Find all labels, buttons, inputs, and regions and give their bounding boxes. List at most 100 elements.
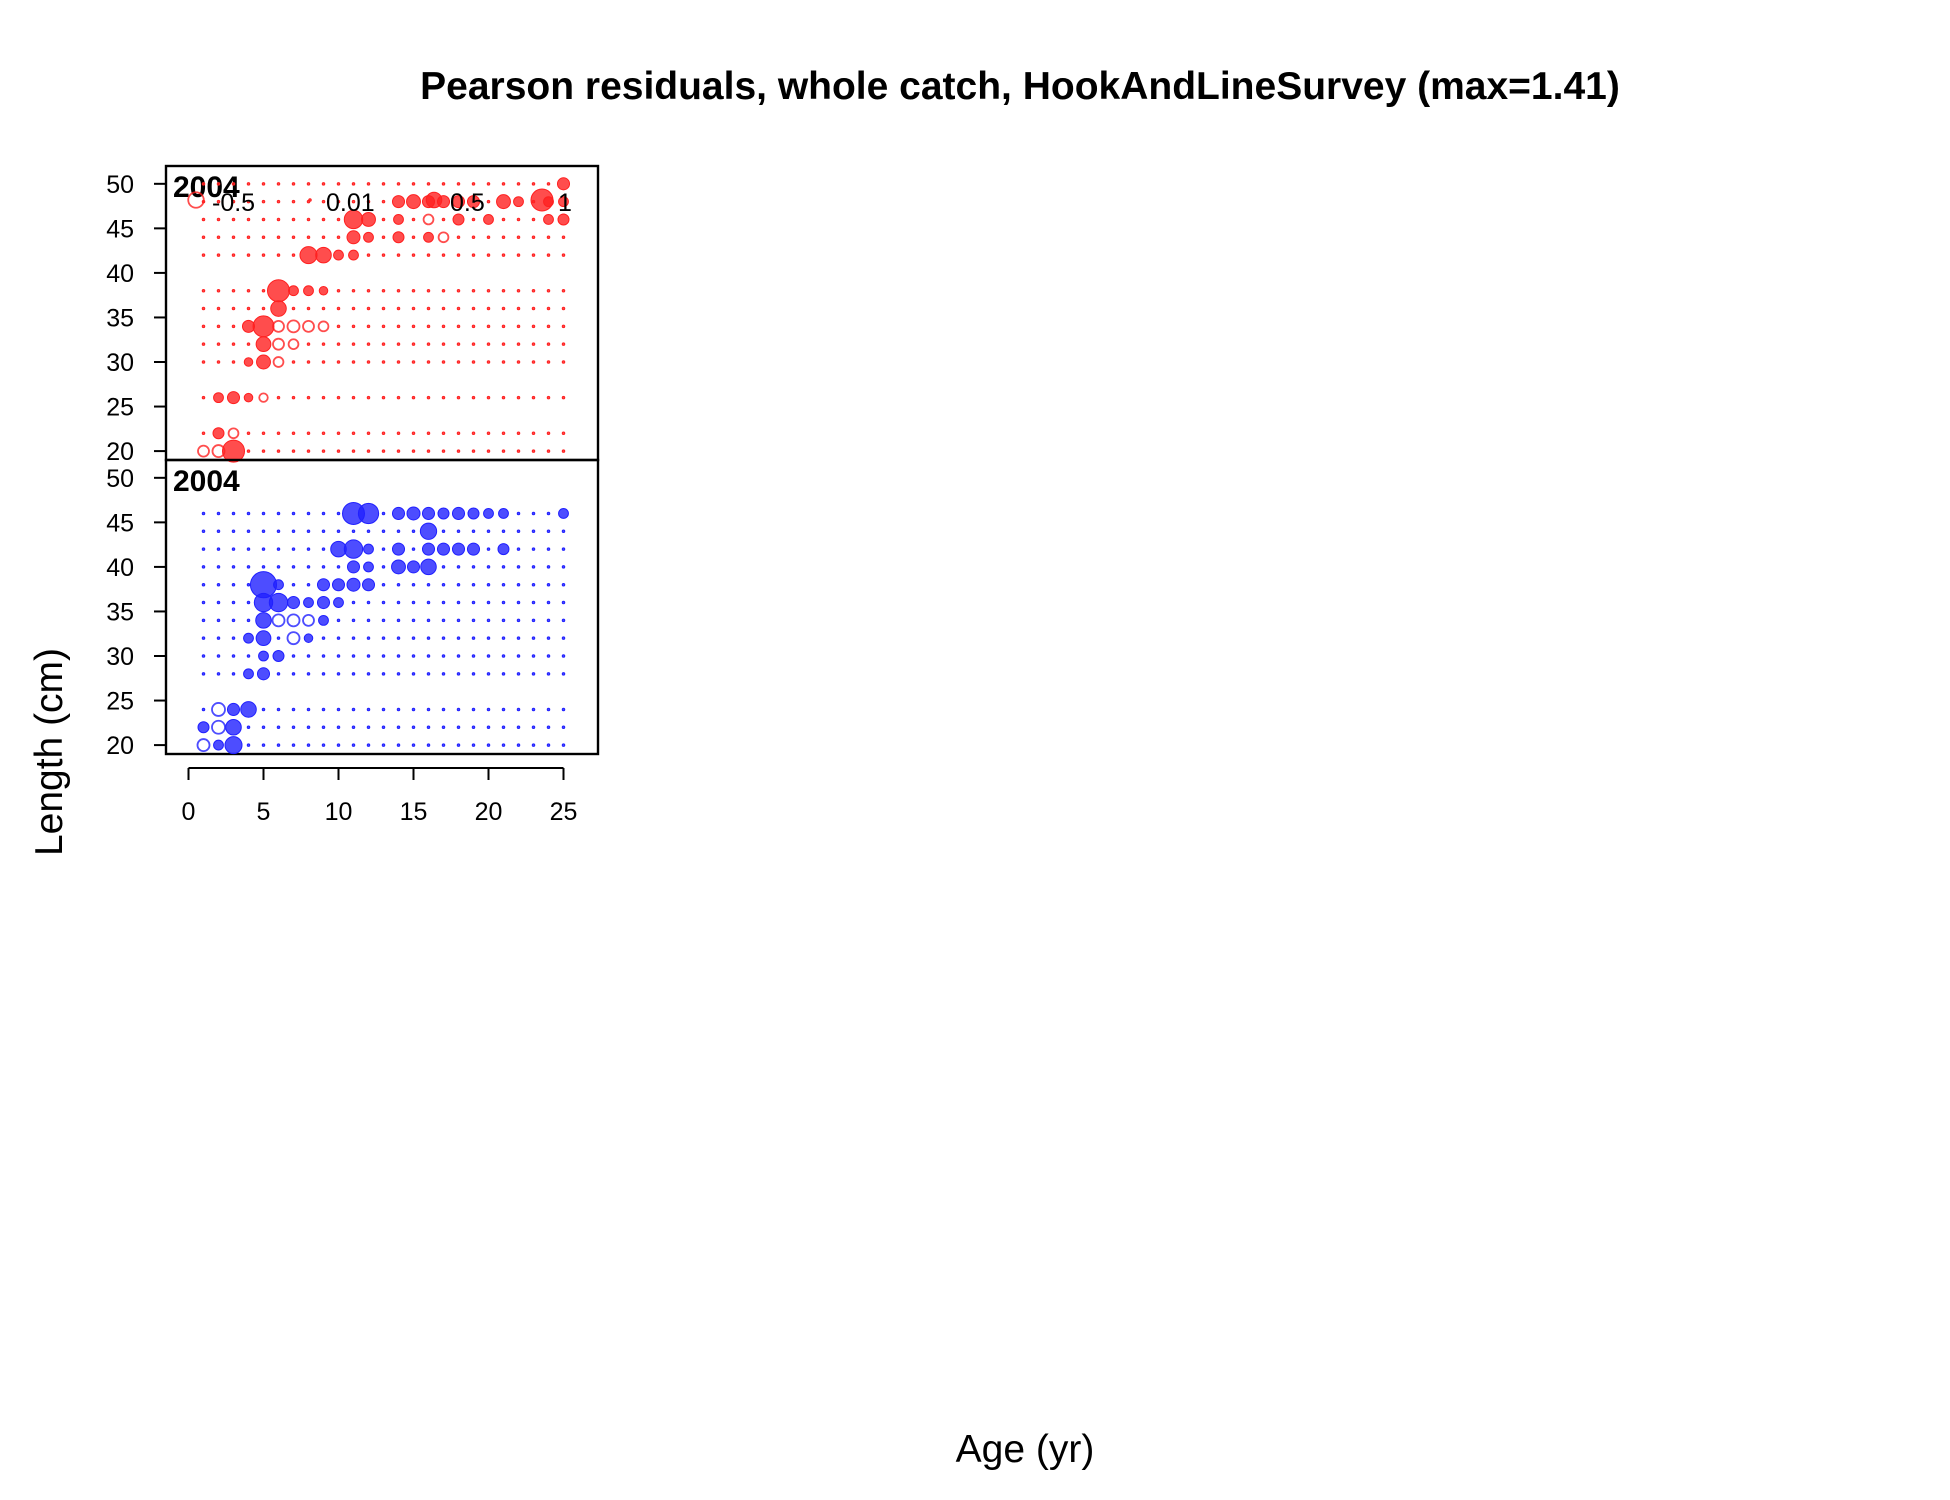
residual-point — [321, 547, 326, 551]
residual-point — [516, 565, 521, 569]
residual-point — [211, 719, 226, 735]
residual-point — [396, 360, 401, 364]
residual-point — [366, 342, 371, 346]
residual-point — [441, 431, 446, 436]
residual-point — [456, 565, 461, 569]
residual-point — [411, 395, 416, 400]
residual-point — [261, 547, 266, 551]
residual-point — [201, 324, 206, 329]
residual-point — [246, 235, 251, 240]
residual-point — [366, 618, 371, 623]
residual-point — [391, 506, 406, 520]
residual-point — [201, 253, 206, 257]
residual-point — [227, 427, 240, 440]
residual-point — [231, 360, 236, 364]
y-tick-label: 30 — [106, 643, 134, 671]
residual-point — [516, 235, 521, 240]
residual-point — [456, 654, 461, 658]
x-tick-label: 25 — [550, 798, 578, 826]
residual-point — [516, 654, 521, 658]
residual-point — [276, 431, 281, 436]
residual-point — [336, 217, 341, 222]
residual-point — [561, 235, 566, 240]
residual-point — [287, 338, 300, 351]
residual-point — [201, 431, 206, 436]
residual-point — [561, 672, 566, 676]
residual-point — [471, 306, 476, 311]
residual-point — [516, 582, 521, 587]
residual-point — [226, 391, 241, 405]
residual-point — [201, 582, 206, 587]
residual-point — [501, 431, 506, 436]
residual-point — [531, 342, 536, 346]
residual-point — [201, 600, 206, 605]
residual-point — [516, 449, 521, 453]
residual-point — [291, 672, 296, 676]
residual-point — [261, 743, 266, 747]
residual-point — [316, 578, 331, 592]
residual-point — [243, 392, 254, 403]
residual-point — [336, 306, 341, 311]
residual-point — [333, 597, 344, 608]
residual-point — [197, 444, 210, 458]
residual-point — [201, 529, 206, 534]
panel-2: 20 25 30 35 40 45 50 2004 0 5 10 15 20 25 — [106, 458, 600, 826]
residual-point — [321, 449, 326, 453]
residual-point — [201, 511, 206, 516]
residual-point — [249, 571, 278, 599]
residual-point — [351, 743, 356, 747]
residual-point — [441, 672, 446, 676]
residual-point — [456, 342, 461, 346]
residual-point — [201, 288, 206, 293]
residual-point — [452, 213, 465, 226]
residual-point — [351, 199, 356, 204]
residual-point — [456, 636, 461, 640]
residual-point — [351, 324, 356, 329]
residual-point — [211, 444, 226, 459]
legend-label: 0.5 — [450, 189, 485, 217]
residual-point — [501, 672, 506, 676]
residual-point — [516, 253, 521, 257]
residual-point — [366, 654, 371, 658]
residual-point — [291, 529, 296, 534]
residual-point — [336, 288, 341, 293]
residual-point — [391, 559, 406, 575]
residual-point — [561, 449, 566, 453]
residual-point — [366, 182, 371, 186]
residual-point — [243, 357, 254, 367]
residual-point — [306, 217, 311, 222]
residual-point — [396, 253, 401, 257]
residual-point — [291, 654, 296, 658]
residual-point — [441, 449, 446, 453]
residual-point — [216, 636, 221, 640]
residual-point — [441, 306, 446, 311]
residual-point — [381, 565, 386, 569]
residual-point — [441, 253, 446, 257]
residual-point — [426, 725, 431, 730]
residual-point — [346, 560, 361, 574]
residual-point — [396, 324, 401, 329]
residual-point — [366, 288, 371, 293]
residual-point — [456, 582, 461, 587]
residual-point — [231, 582, 236, 587]
panel-frame — [164, 458, 600, 756]
residual-point — [276, 199, 281, 204]
residual-point — [315, 246, 332, 264]
residual-point — [441, 182, 446, 186]
residual-point — [286, 596, 301, 610]
residual-point — [411, 217, 416, 222]
residual-point — [456, 672, 461, 676]
residual-point — [471, 449, 476, 453]
residual-point — [426, 743, 431, 747]
residual-point — [501, 182, 506, 186]
residual-point — [201, 565, 206, 569]
residual-point — [406, 194, 421, 210]
residual-point — [456, 288, 461, 293]
residual-point — [306, 725, 311, 730]
residual-point — [201, 235, 206, 240]
residual-point — [411, 360, 416, 364]
residual-point — [246, 618, 251, 623]
residual-point — [501, 618, 506, 623]
residual-point — [246, 253, 251, 257]
